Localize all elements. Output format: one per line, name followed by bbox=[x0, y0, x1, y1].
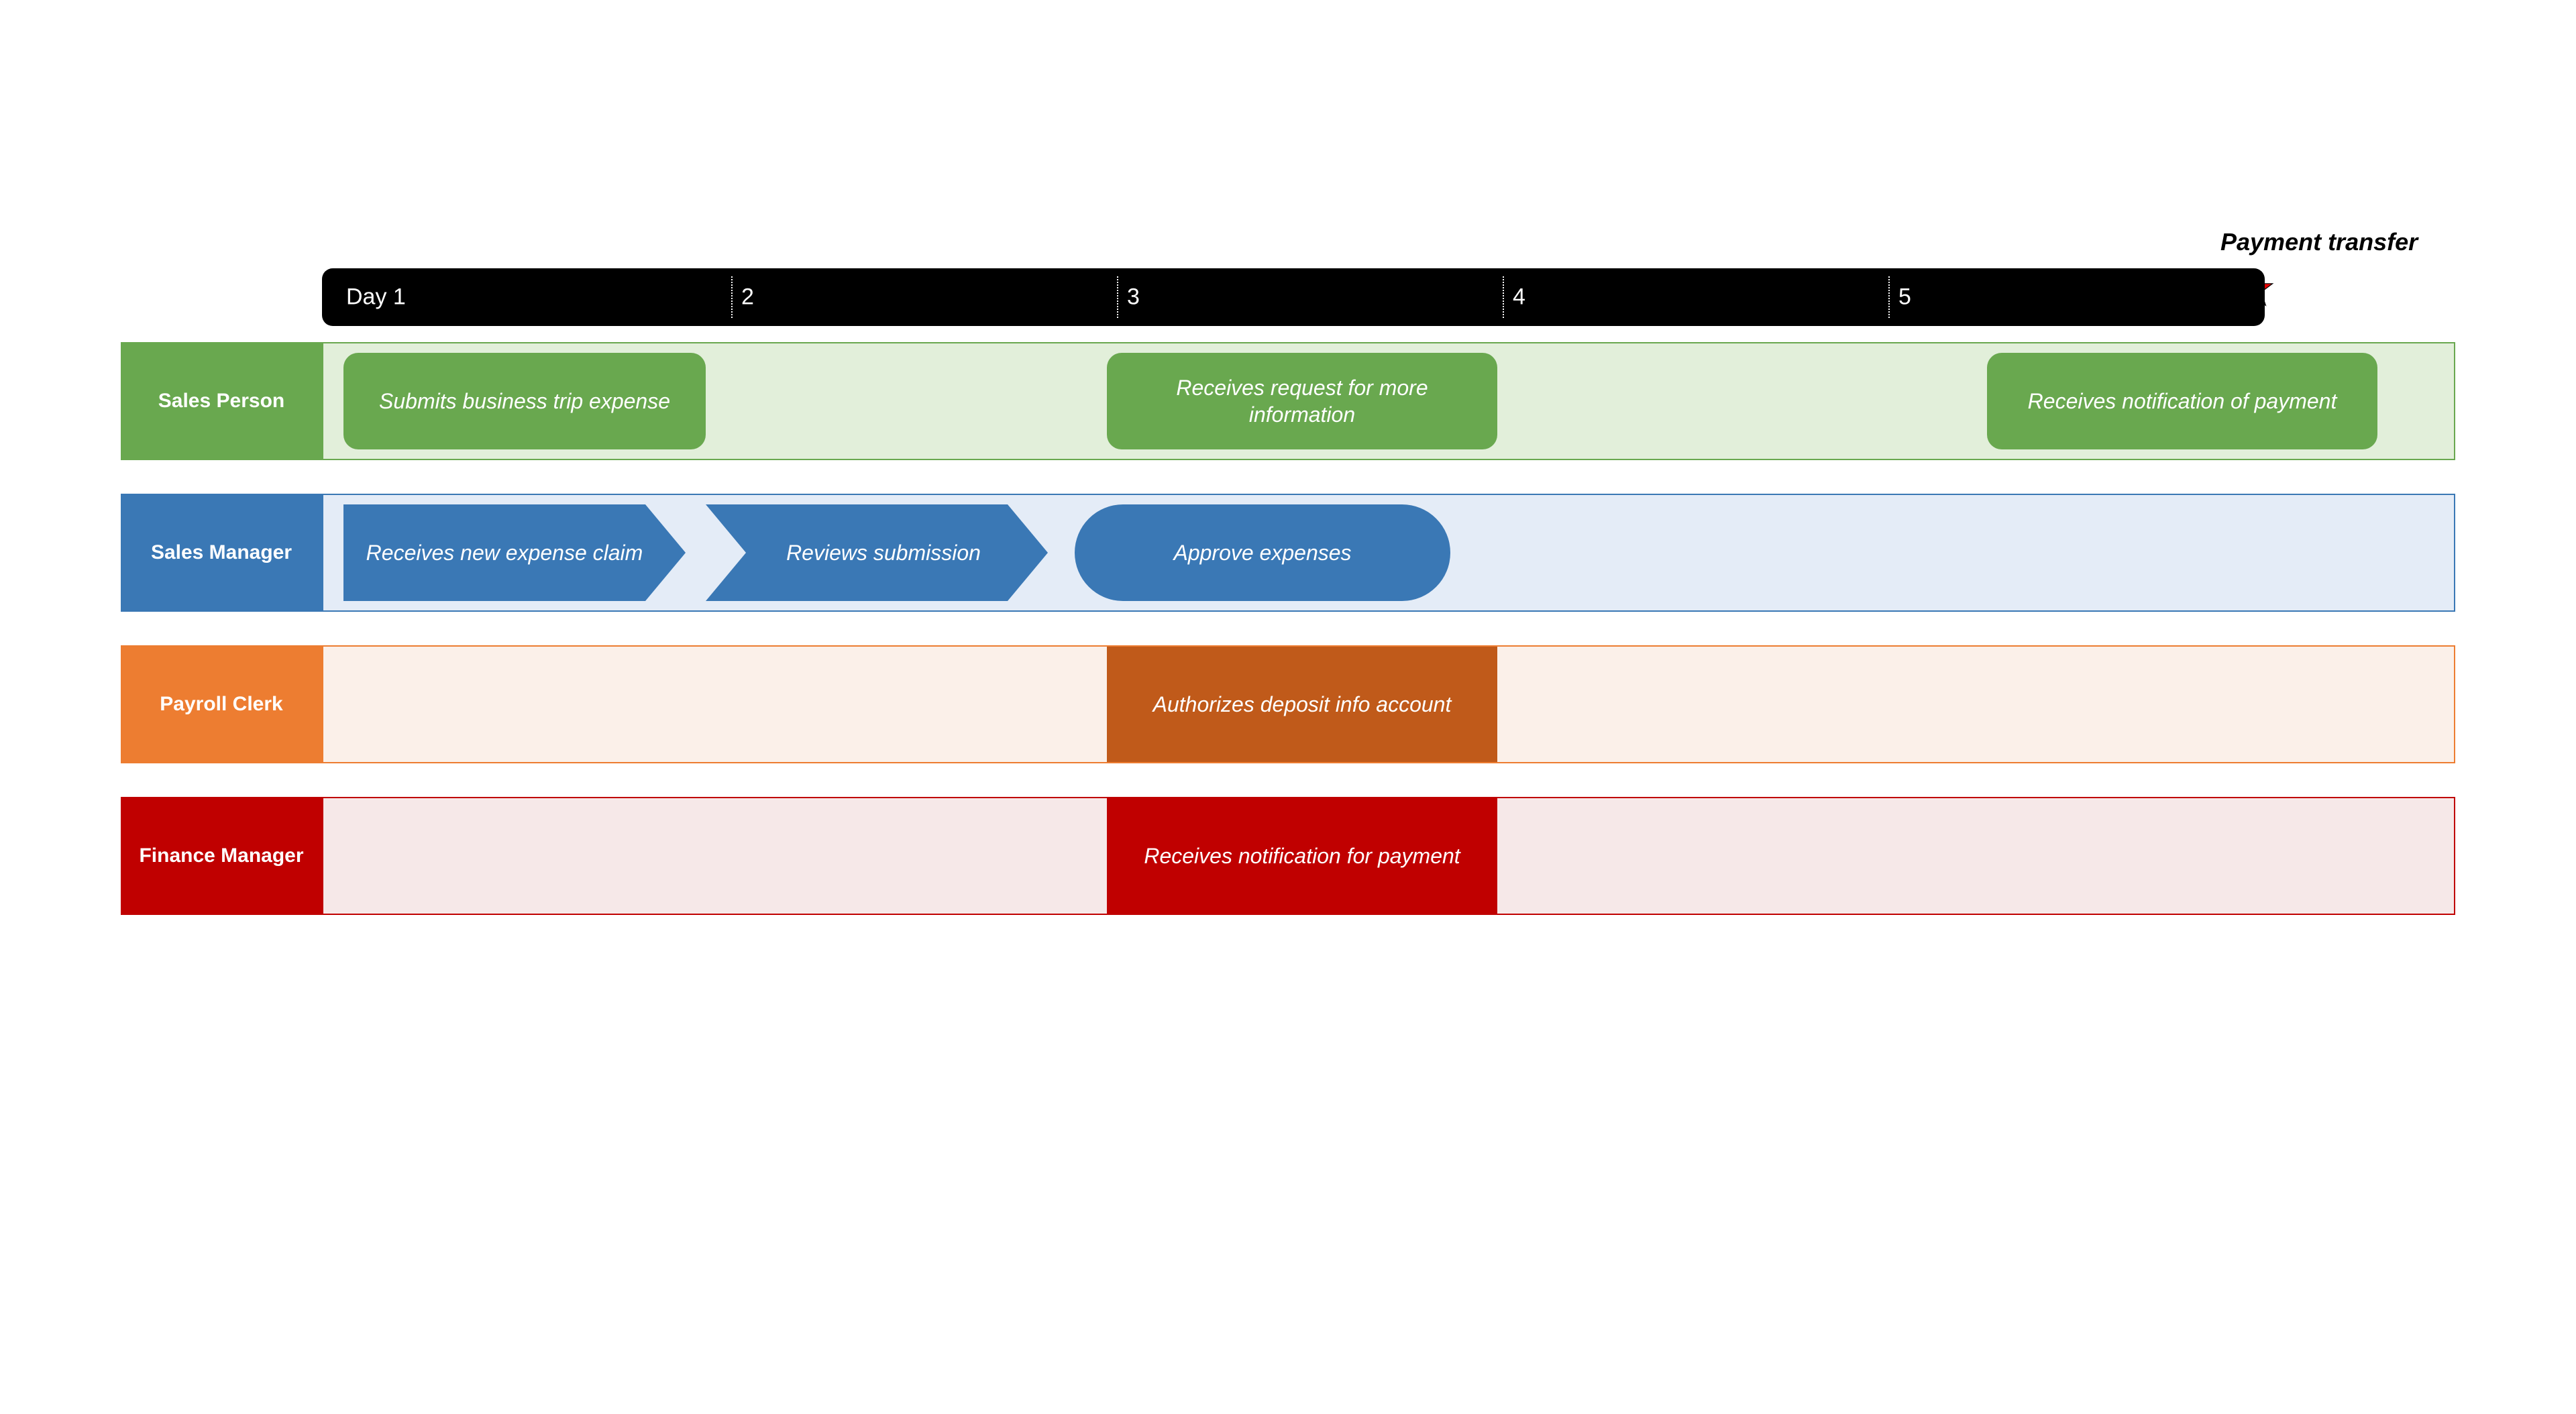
timeline-day-label: 4 bbox=[1513, 284, 1525, 311]
timeline-tick bbox=[1117, 276, 1118, 318]
timeline-tick bbox=[1503, 276, 1504, 318]
lane-label: Sales Manager bbox=[121, 494, 322, 612]
timeline-bar: Day 1 2 3 4 5 bbox=[322, 268, 2265, 326]
lane-track: Authorizes deposit info account bbox=[322, 645, 2455, 763]
lane-track: Receives new expense claimReviews submis… bbox=[322, 494, 2455, 612]
task-box: Receives request for more information bbox=[1107, 353, 1497, 449]
lane-label: Finance Manager bbox=[121, 797, 322, 915]
swimlane-sales-manager: Sales ManagerReceives new expense claimR… bbox=[121, 494, 2455, 612]
lane-label: Payroll Clerk bbox=[121, 645, 322, 763]
task-box: Submits business trip expense bbox=[343, 353, 706, 449]
lane-track: Receives notification for payment bbox=[322, 797, 2455, 915]
timeline-day-label: 2 bbox=[741, 284, 754, 311]
task-box: Receives notification of payment bbox=[1987, 353, 2377, 449]
task-box: Authorizes deposit info account bbox=[1107, 647, 1497, 762]
timeline-day-label: Day 1 bbox=[346, 284, 406, 311]
timeline-day-label: 5 bbox=[1898, 284, 1911, 311]
swimlane-finance-manager: Finance Manager Receives notification for… bbox=[121, 797, 2455, 915]
task-label: Receives new expense claim bbox=[343, 504, 686, 601]
process-step: Receives new expense claim bbox=[343, 504, 686, 601]
timeline-tick bbox=[1888, 276, 1890, 318]
lane-track: Submits business trip expense Receives re… bbox=[322, 342, 2455, 460]
timeline-tick bbox=[731, 276, 733, 318]
milestone-annotation: Payment transfer bbox=[2220, 228, 2418, 256]
swimlane-sales-person: Sales PersonSubmits business trip expens… bbox=[121, 342, 2455, 460]
timeline-day-label: 3 bbox=[1127, 284, 1140, 311]
task-box: Receives notification for payment bbox=[1107, 798, 1497, 914]
swimlane-payroll-clerk: Payroll Clerk Authorizes deposit info acc… bbox=[121, 645, 2455, 763]
task-label: Reviews submission bbox=[706, 504, 1048, 601]
lane-label: Sales Person bbox=[121, 342, 322, 460]
task-box: Approve expenses bbox=[1075, 504, 1450, 601]
process-step: Reviews submission bbox=[706, 504, 1048, 601]
